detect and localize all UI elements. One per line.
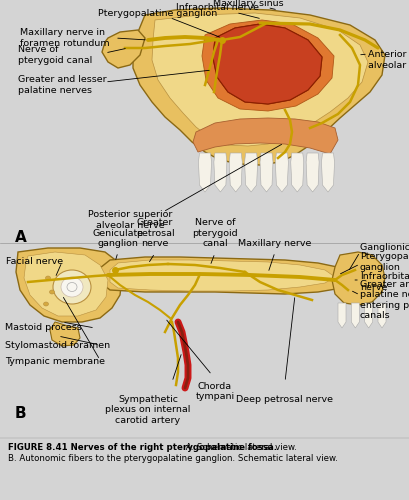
Text: Nerve of
pterygoid
canal: Nerve of pterygoid canal	[192, 218, 237, 248]
Text: Maxillary nerve: Maxillary nerve	[238, 239, 311, 248]
Text: A: A	[15, 230, 27, 245]
Polygon shape	[152, 13, 367, 146]
Polygon shape	[193, 118, 337, 154]
Text: FIGURE 8.41 Nerves of the right pterygopalatine fossa.: FIGURE 8.41 Nerves of the right pterygop…	[8, 443, 276, 452]
Polygon shape	[364, 303, 372, 328]
Polygon shape	[102, 30, 145, 68]
Text: Mastoid process: Mastoid process	[5, 324, 81, 332]
Polygon shape	[213, 153, 226, 192]
Text: Infraorbital
nerve: Infraorbital nerve	[359, 272, 409, 291]
Text: Greater and lesser
palatine nerves
entering palatine
canals: Greater and lesser palatine nerves enter…	[359, 280, 409, 320]
Polygon shape	[50, 322, 80, 346]
Polygon shape	[110, 260, 334, 291]
Text: Pterygopalatine ganglion: Pterygopalatine ganglion	[98, 8, 219, 37]
Text: Chorda
tympani: Chorda tympani	[195, 382, 234, 402]
Text: B: B	[15, 406, 27, 421]
Polygon shape	[290, 153, 303, 192]
Polygon shape	[229, 153, 242, 192]
Text: Maxillary sinus: Maxillary sinus	[212, 0, 283, 10]
Text: Geniculate
ganglion: Geniculate ganglion	[92, 228, 143, 248]
Text: Greater and lesser
palatine nerves: Greater and lesser palatine nerves	[18, 76, 106, 94]
Text: Pterygopalatine
ganglion: Pterygopalatine ganglion	[359, 252, 409, 272]
Text: Maxillary nerve in
foramen rotundum: Maxillary nerve in foramen rotundum	[20, 28, 109, 48]
Text: Ganglionic branches: Ganglionic branches	[359, 244, 409, 252]
Polygon shape	[259, 153, 272, 192]
Polygon shape	[133, 8, 384, 165]
Text: Stylomastoid foramen: Stylomastoid foramen	[5, 340, 110, 349]
Polygon shape	[100, 257, 354, 294]
Polygon shape	[24, 252, 108, 316]
Text: Nerve of
pterygoid canal: Nerve of pterygoid canal	[18, 46, 92, 64]
Ellipse shape	[45, 276, 50, 280]
Polygon shape	[275, 153, 288, 192]
Ellipse shape	[53, 270, 91, 304]
Polygon shape	[306, 153, 318, 192]
Text: Deep petrosal nerve: Deep petrosal nerve	[236, 395, 333, 404]
Polygon shape	[202, 20, 333, 111]
Polygon shape	[337, 303, 345, 328]
Text: A. Schematic lateral view.: A. Schematic lateral view.	[183, 443, 297, 452]
Polygon shape	[377, 303, 385, 328]
Polygon shape	[331, 252, 384, 305]
Polygon shape	[16, 248, 122, 322]
Text: Infraorbital nerve: Infraorbital nerve	[176, 4, 259, 18]
Text: Greater
petrosal
nerve: Greater petrosal nerve	[135, 218, 174, 248]
Text: Posterior superior
alveolar nerve: Posterior superior alveolar nerve	[88, 210, 172, 230]
Text: Sympathetic
plexus on internal
carotid artery: Sympathetic plexus on internal carotid a…	[105, 395, 190, 425]
Polygon shape	[351, 303, 358, 328]
Text: Facial nerve: Facial nerve	[7, 258, 63, 266]
Polygon shape	[244, 153, 257, 192]
Polygon shape	[213, 24, 321, 104]
Polygon shape	[321, 153, 334, 192]
Polygon shape	[198, 153, 211, 192]
Ellipse shape	[43, 302, 48, 306]
Text: B. Autonomic fibers to the pterygopalatine ganglion. Schematic lateral view.: B. Autonomic fibers to the pterygopalati…	[8, 454, 337, 463]
Polygon shape	[213, 24, 321, 104]
Ellipse shape	[61, 277, 83, 297]
Text: Tympanic membrane: Tympanic membrane	[5, 358, 105, 366]
Ellipse shape	[49, 290, 54, 294]
Text: Anterior superior
alveolar nerve: Anterior superior alveolar nerve	[367, 50, 409, 70]
